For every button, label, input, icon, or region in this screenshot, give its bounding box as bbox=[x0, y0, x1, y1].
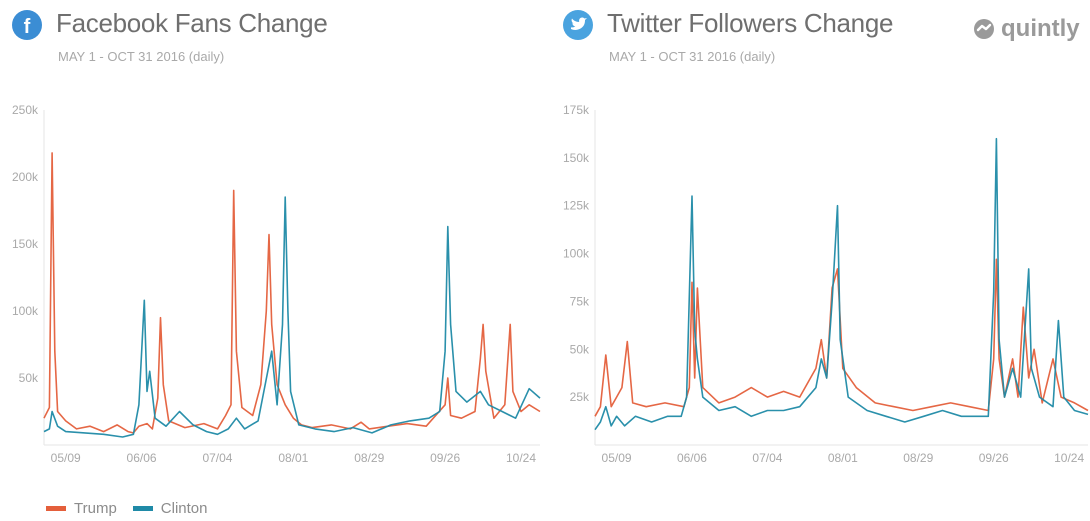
y-tick-label: 250k bbox=[12, 103, 39, 117]
y-tick-label: 75k bbox=[570, 294, 590, 308]
x-tick-label: 10/24 bbox=[1054, 451, 1084, 465]
y-tick-label: 25k bbox=[570, 390, 590, 404]
chart-legend: Trump Clinton bbox=[46, 500, 207, 517]
y-tick-label: 150k bbox=[563, 151, 590, 165]
legend-label-clinton: Clinton bbox=[160, 500, 208, 517]
legend-item-clinton: Clinton bbox=[132, 500, 208, 517]
x-tick-label: 09/26 bbox=[430, 451, 460, 465]
facebook-icon: f bbox=[12, 10, 42, 40]
y-tick-label: 100k bbox=[563, 247, 590, 261]
x-tick-label: 08/29 bbox=[903, 451, 933, 465]
series-line-trump bbox=[594, 258, 1089, 417]
series-line-trump bbox=[43, 152, 541, 434]
y-tick-label: 175k bbox=[563, 103, 590, 117]
x-tick-label: 05/09 bbox=[602, 451, 632, 465]
x-tick-label: 08/01 bbox=[828, 451, 858, 465]
facebook-fans-chart: 250k 200k 150k 100k 50k 05/09 06/06 07/04 08/01 0… bbox=[12, 103, 541, 465]
y-tick-label: 200k bbox=[12, 170, 39, 184]
twitter-icon bbox=[563, 10, 593, 40]
x-tick-label: 09/26 bbox=[979, 451, 1009, 465]
y-tick-label: 150k bbox=[12, 237, 39, 251]
quintly-brand-text: quintly bbox=[1001, 15, 1080, 42]
legend-item-trump: Trump bbox=[46, 500, 117, 517]
twitter-chart-title: Twitter Followers Change bbox=[607, 8, 894, 38]
x-tick-label: 10/24 bbox=[506, 451, 536, 465]
series-line-clinton bbox=[594, 137, 1089, 431]
x-tick-label: 07/04 bbox=[202, 451, 232, 465]
x-tick-label: 06/06 bbox=[127, 451, 157, 465]
legend-label-trump: Trump bbox=[74, 500, 117, 517]
twitter-followers-chart: 175k 150k 125k 100k 75k 50k 25k 05/09 06/06 07/04… bbox=[563, 103, 1089, 465]
y-tick-label: 50k bbox=[570, 342, 590, 356]
x-tick-label: 05/09 bbox=[51, 451, 81, 465]
facebook-chart-subtitle: MAY 1 - OCT 31 2016 (daily) bbox=[58, 49, 225, 64]
quintly-logo: quintly bbox=[973, 14, 1080, 44]
y-tick-label: 125k bbox=[563, 199, 590, 213]
quintly-logo-icon bbox=[974, 19, 994, 39]
x-tick-label: 07/04 bbox=[752, 451, 782, 465]
twitter-chart-subtitle: MAY 1 - OCT 31 2016 (daily) bbox=[609, 49, 776, 64]
y-tick-label: 100k bbox=[12, 304, 39, 318]
x-tick-label: 06/06 bbox=[677, 451, 707, 465]
legend-swatch-clinton bbox=[132, 506, 153, 511]
y-tick-label: 50k bbox=[19, 371, 39, 385]
x-tick-label: 08/01 bbox=[278, 451, 308, 465]
facebook-chart-title: Facebook Fans Change bbox=[56, 8, 328, 38]
svg-text:f: f bbox=[24, 16, 31, 38]
series-line-clinton bbox=[43, 196, 541, 438]
legend-swatch-trump bbox=[46, 506, 66, 511]
x-tick-label: 08/29 bbox=[354, 451, 384, 465]
